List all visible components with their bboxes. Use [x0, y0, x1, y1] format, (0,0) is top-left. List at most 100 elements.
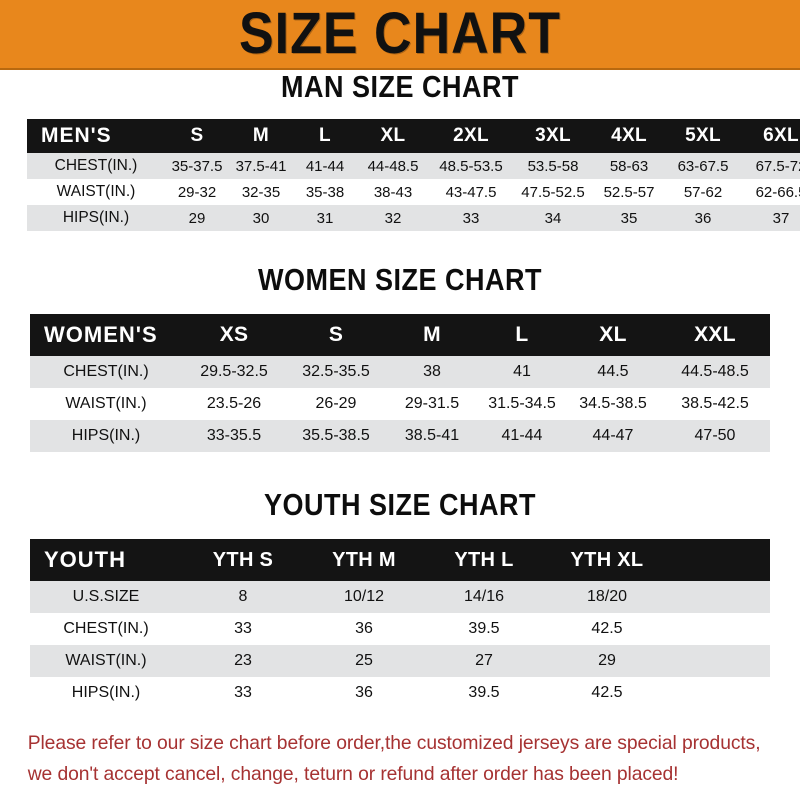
men-chest-6xl: 67.5-72 [755, 157, 800, 175]
men-waist-5xl: 57-62 [683, 183, 723, 201]
women-chest-xl: 44.5 [597, 363, 629, 380]
men-chest-4xl: 58-63 [609, 157, 649, 175]
men-chest-l: 41-44 [305, 157, 345, 175]
men-hips-m: 30 [252, 209, 270, 227]
women-col-l: L [515, 323, 529, 346]
men-waist-6xl: 62-66.5 [755, 183, 800, 201]
men-col-s: S [190, 125, 204, 146]
header-banner: SIZE CHART [0, 0, 800, 70]
men-size-table: MEN'S S M L XL 2XL 3XL 4XL 5XL 6XL CHEST [27, 119, 800, 231]
youth-hips-yth-xl: 42.5 [591, 684, 623, 701]
men-size-chart-section: MAN SIZE CHART MEN'S S M L XL 2XL [0, 69, 800, 231]
disclaimer-line-2: we don't accept cancel, change, teturn o… [27, 763, 679, 785]
men-hips-6xl: 37 [772, 209, 790, 227]
youth-hips-yth-s: 33 [234, 684, 252, 701]
men-col-m: M [252, 125, 270, 146]
women-row-label-chest: CHEST(IN.) [63, 363, 149, 380]
women-col-xxl: XXL [694, 323, 736, 346]
youth-row-label-chest: CHEST(IN.) [63, 620, 149, 637]
men-col-4xl: 4XL [611, 125, 647, 146]
men-section-title: MAN SIZE CHART [281, 69, 519, 105]
men-col-6xl: 6XL [763, 125, 799, 146]
women-section-title: WOMEN SIZE CHART [258, 262, 542, 298]
men-table-wrapper: MEN'S S M L XL 2XL 3XL 4XL 5XL 6XL CHEST [0, 119, 800, 231]
youth-col-spacer [670, 539, 770, 581]
women-hips-l: 41-44 [501, 427, 543, 444]
women-chest-s: 32.5-35.5 [302, 363, 370, 380]
men-chest-s: 35-37.5 [171, 157, 223, 175]
women-size-chart-section: WOMEN SIZE CHART WOMEN'S XS S M L [0, 262, 800, 452]
men-row-label-chest: CHEST(IN.) [54, 157, 138, 174]
men-hips-xl: 32 [384, 209, 402, 227]
youth-ussize-yth-xl: 18/20 [586, 588, 628, 605]
men-waist-2xl: 43-47.5 [445, 183, 497, 201]
women-size-table: WOMEN'S XS S M L XL XXL CHEST(IN.) 29.5-… [30, 314, 770, 452]
youth-hips-yth-l: 39.5 [468, 684, 500, 701]
table-row: HIPS(IN.) 33-35.5 35.5-38.5 38.5-41 41-4… [30, 420, 770, 452]
youth-ussize-yth-s: 8 [238, 588, 248, 605]
men-col-3xl: 3XL [535, 125, 571, 146]
youth-chest-yth-m: 36 [355, 620, 373, 637]
youth-chest-spacer [670, 613, 770, 645]
women-hips-xxl: 47-50 [694, 427, 736, 444]
men-hips-s: 29 [188, 209, 206, 227]
youth-header-row: YOUTH YTH S YTH M YTH L YTH XL [30, 539, 770, 581]
table-row: WAIST(IN.) 29-32 32-35 35-38 38-43 43-47… [27, 179, 800, 205]
youth-row-label-waist: WAIST(IN.) [65, 652, 147, 669]
women-chest-l: 41 [513, 363, 531, 380]
women-col-m: M [423, 323, 441, 346]
youth-ussize-yth-m: 10/12 [343, 588, 385, 605]
men-header-row: MEN'S S M L XL 2XL 3XL 4XL 5XL 6XL [27, 119, 800, 153]
youth-corner-label: YOUTH [44, 547, 126, 572]
youth-ussize-spacer [670, 581, 770, 613]
table-row: HIPS(IN.) 33 36 39.5 42.5 [30, 677, 770, 709]
men-chest-m: 37.5-41 [235, 157, 287, 175]
women-hips-m: 38.5-41 [404, 427, 460, 444]
youth-col-yth-s: YTH S [212, 548, 274, 571]
disclaimer-line-1: Please refer to our size chart before or… [27, 732, 761, 754]
youth-chest-yth-l: 39.5 [468, 620, 500, 637]
men-chest-3xl: 53.5-58 [527, 157, 579, 175]
men-row-label-waist: WAIST(IN.) [56, 183, 136, 200]
table-row: CHEST(IN.) 33 36 39.5 42.5 [30, 613, 770, 645]
women-waist-xxl: 38.5-42.5 [681, 395, 749, 412]
table-row: CHEST(IN.) 29.5-32.5 32.5-35.5 38 41 44.… [30, 356, 770, 388]
men-col-xl: XL [380, 125, 406, 146]
table-row: HIPS(IN.) 29 30 31 32 33 34 35 36 37 [27, 205, 800, 231]
men-row-label-hips: HIPS(IN.) [62, 209, 130, 226]
men-waist-l: 35-38 [305, 183, 345, 201]
table-row: U.S.SIZE 8 10/12 14/16 18/20 [30, 581, 770, 613]
youth-col-yth-xl: YTH XL [570, 548, 644, 571]
men-hips-2xl: 33 [462, 209, 480, 227]
women-header-row: WOMEN'S XS S M L XL XXL [30, 314, 770, 356]
women-waist-xl: 34.5-38.5 [579, 395, 647, 412]
youth-hips-yth-m: 36 [355, 684, 373, 701]
women-hips-s: 35.5-38.5 [302, 427, 370, 444]
men-hips-3xl: 34 [544, 209, 562, 227]
women-row-label-waist: WAIST(IN.) [65, 395, 147, 412]
disclaimer-text: Please refer to our size chart before or… [0, 728, 792, 790]
women-chest-xs: 29.5-32.5 [200, 363, 268, 380]
men-waist-xl: 38-43 [373, 183, 413, 201]
women-corner-label: WOMEN'S [44, 322, 158, 347]
women-col-xl: XL [599, 323, 627, 346]
youth-hips-spacer [670, 677, 770, 709]
men-waist-s: 29-32 [177, 183, 217, 201]
men-waist-3xl: 47.5-52.5 [521, 183, 585, 201]
youth-waist-yth-m: 25 [355, 652, 373, 669]
youth-waist-yth-l: 27 [475, 652, 493, 669]
table-row: WAIST(IN.) 23.5-26 26-29 29-31.5 31.5-34… [30, 388, 770, 420]
youth-section-title: YOUTH SIZE CHART [263, 487, 536, 523]
youth-size-table: YOUTH YTH S YTH M YTH L YTH XL U.S.SIZE … [30, 539, 770, 709]
women-chest-m: 38 [423, 363, 441, 380]
men-hips-l: 31 [316, 209, 334, 227]
table-row: WAIST(IN.) 23 25 27 29 [30, 645, 770, 677]
youth-waist-yth-xl: 29 [598, 652, 616, 669]
youth-chest-yth-s: 33 [234, 620, 252, 637]
youth-col-yth-l: YTH L [454, 548, 514, 571]
table-row: CHEST(IN.) 35-37.5 37.5-41 41-44 44-48.5… [27, 153, 800, 179]
men-hips-5xl: 36 [694, 209, 712, 227]
men-waist-4xl: 52.5-57 [603, 183, 655, 201]
youth-row-label-us-size: U.S.SIZE [72, 588, 140, 605]
